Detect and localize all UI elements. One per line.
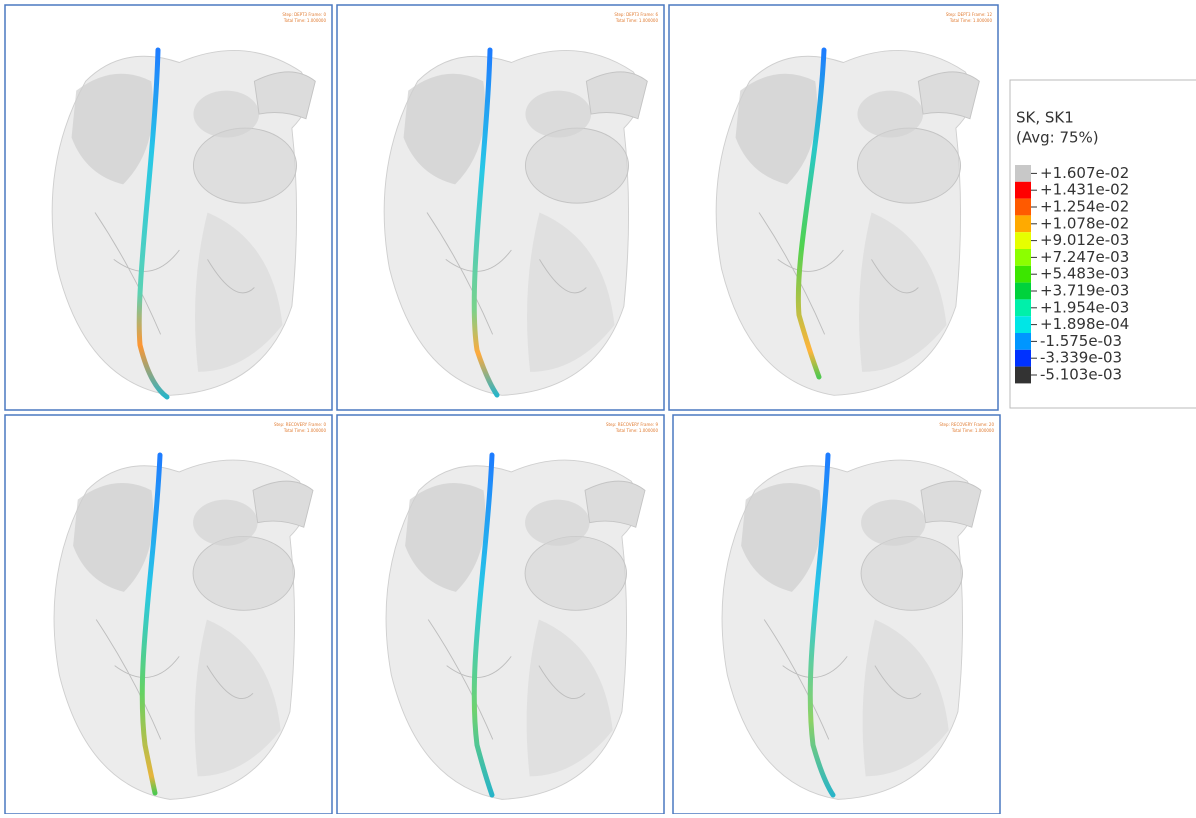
step-label: Step: DEPT3 Frame: 6 <box>614 12 658 17</box>
figure: Step: DEPT3 Frame: 0Total Time: 1.000000… <box>0 0 1196 814</box>
legend-swatch <box>1015 266 1031 283</box>
legend-label: +5.483e-03 <box>1040 265 1129 283</box>
legend-label: +1.607e-02 <box>1040 164 1129 182</box>
step-label: Step: RECOVERY Frame: 20 <box>939 422 994 427</box>
step-label: Step: DEPT3 Frame: 12 <box>946 12 993 17</box>
time-label: Total Time: 1.000000 <box>951 428 995 433</box>
legend-subtitle: (Avg: 75%) <box>1016 129 1099 147</box>
legend-title: SK, SK1 <box>1016 109 1074 127</box>
legend-swatch <box>1015 215 1031 232</box>
legend-swatch <box>1015 367 1031 384</box>
legend-swatch <box>1015 199 1031 216</box>
legend-label: +9.012e-03 <box>1040 231 1129 249</box>
legend-swatch <box>1015 165 1031 182</box>
legend: SK, SK1 (Avg: 75%) +1.607e-02+1.431e-02+… <box>1010 80 1196 408</box>
legend-swatch <box>1015 333 1031 350</box>
legend-label: +1.954e-03 <box>1040 298 1129 316</box>
legend-label: -1.575e-03 <box>1040 332 1122 350</box>
time-label: Total Time: 1.000000 <box>615 428 659 433</box>
legend-swatch <box>1015 283 1031 300</box>
legend-swatch <box>1015 249 1031 266</box>
legend-label: +1.431e-02 <box>1040 181 1129 199</box>
step-label: Step: RECOVERY Frame: 0 <box>274 422 326 427</box>
legend-swatch <box>1015 232 1031 249</box>
legend-label: +1.078e-02 <box>1040 214 1129 232</box>
legend-label: -5.103e-03 <box>1040 366 1122 384</box>
step-label: Step: DEPT3 Frame: 0 <box>282 12 326 17</box>
legend-swatch <box>1015 316 1031 333</box>
legend-label: +1.254e-02 <box>1040 198 1129 216</box>
legend-swatch <box>1015 350 1031 367</box>
legend-swatch <box>1015 182 1031 199</box>
legend-label: -3.339e-03 <box>1040 349 1122 367</box>
time-label: Total Time: 1.000000 <box>283 428 327 433</box>
legend-label: +1.898e-04 <box>1040 315 1129 333</box>
time-label: Total Time: 1.000000 <box>615 18 659 23</box>
time-label: Total Time: 1.000000 <box>283 18 327 23</box>
legend-swatch <box>1015 299 1031 316</box>
legend-label: +7.247e-03 <box>1040 248 1129 266</box>
step-label: Step: RECOVERY Frame: 9 <box>606 422 658 427</box>
time-label: Total Time: 1.000000 <box>949 18 993 23</box>
legend-label: +3.719e-03 <box>1040 282 1129 300</box>
